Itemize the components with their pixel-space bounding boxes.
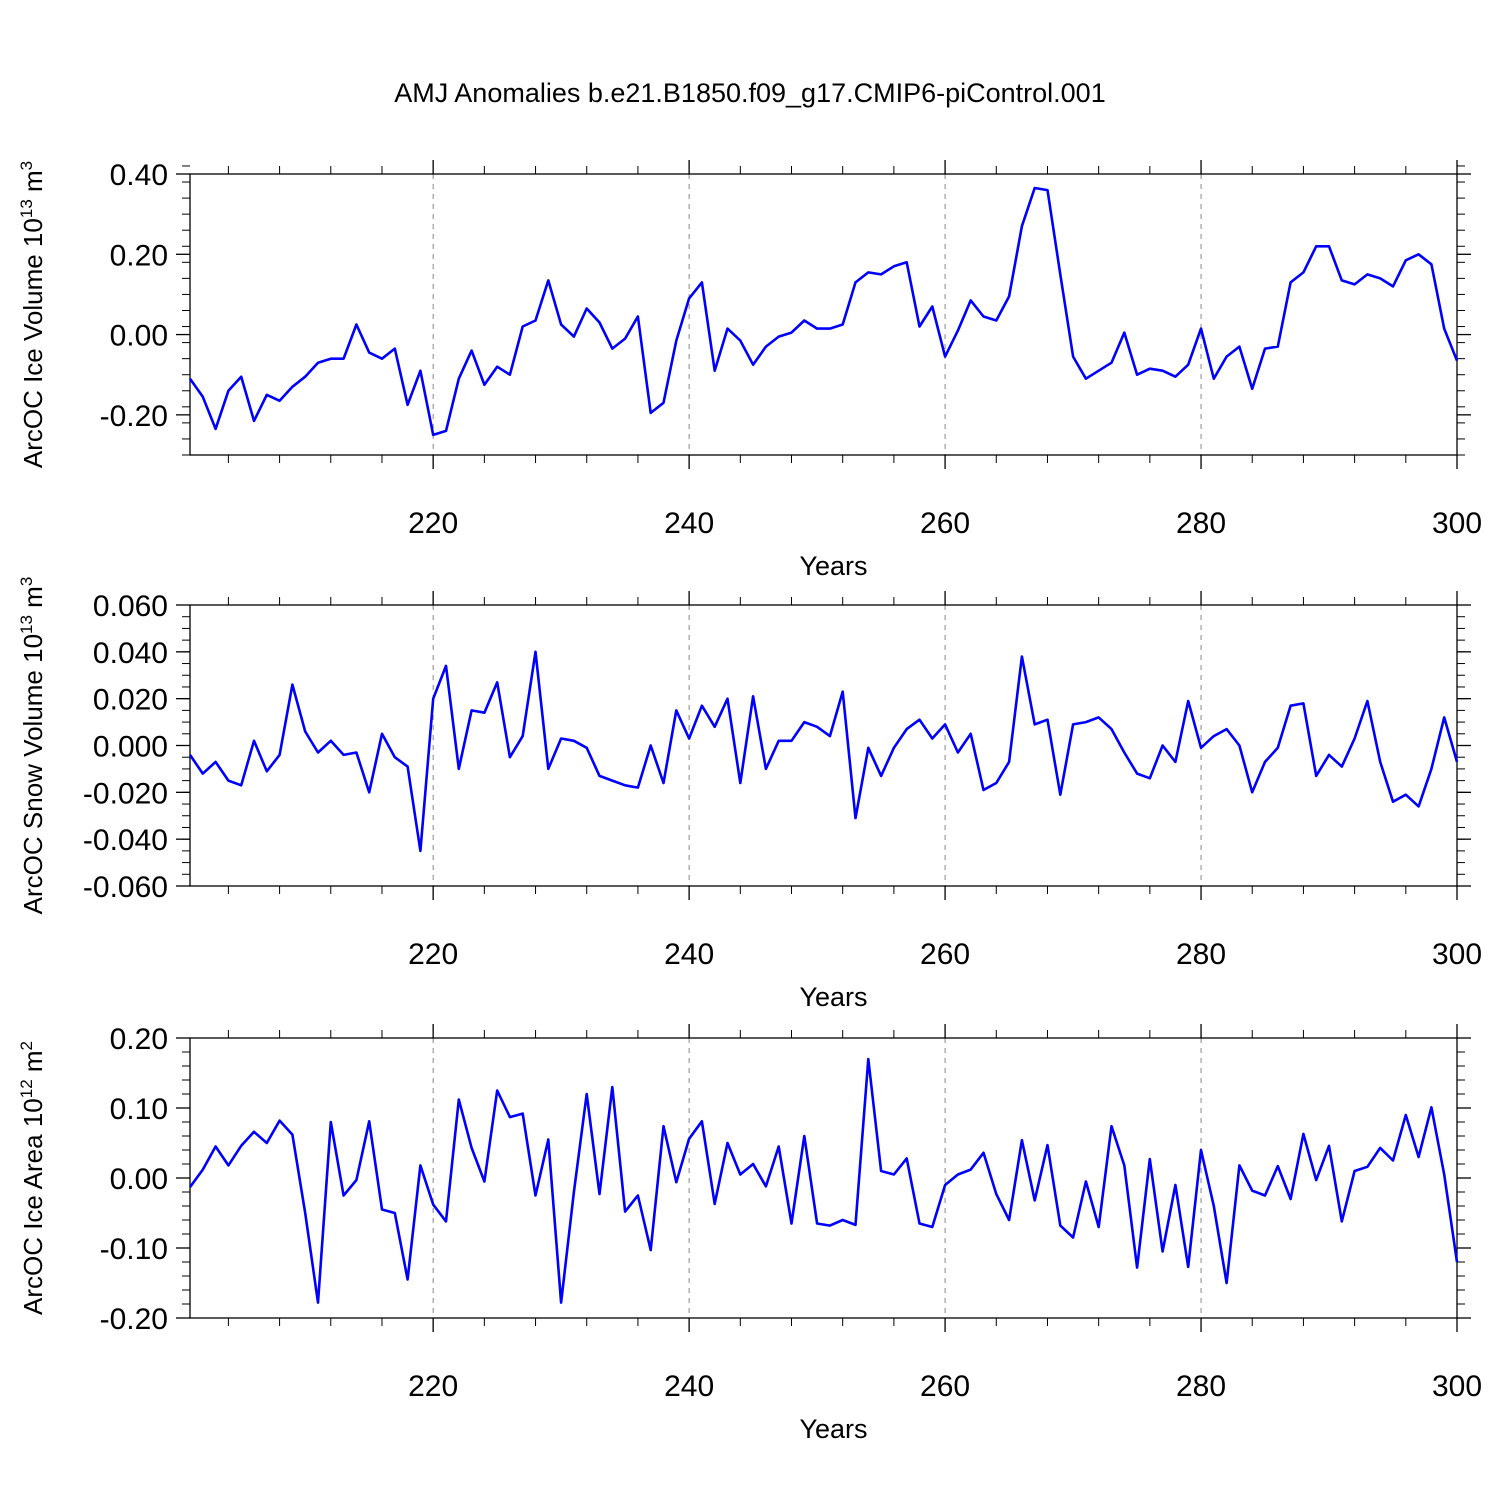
y-tick-label: 0.20 [110, 239, 168, 272]
chart-panel-2: 0.060 0.040 0.020 0.000 -0.020 -0.040 -0.060 22… [17, 577, 1482, 1012]
x-tick-label: 280 [1176, 507, 1226, 540]
plot-frame [189, 1037, 1458, 1319]
y-tick-label: -0.20 [100, 400, 168, 433]
x-tick-label: 300 [1432, 507, 1482, 540]
x-tick-label: 220 [408, 1370, 458, 1403]
x-axis-label: Years [799, 1414, 867, 1444]
y-tick-label: 0.10 [110, 1093, 168, 1126]
y-tick-label: 0.00 [110, 1163, 168, 1196]
x-tick-label: 300 [1432, 938, 1482, 971]
y-axis-label: ArcOC Ice Volume 1013 m3 [17, 161, 48, 468]
x-tick-label: 280 [1176, 938, 1226, 971]
x-tick-label: 300 [1432, 1370, 1482, 1403]
y-tick-label: -0.10 [100, 1233, 168, 1266]
series-line [188, 1057, 1459, 1304]
x-tick-label: 220 [408, 938, 458, 971]
chart-panel-3: 0.20 0.10 0.00 -0.10 -0.20 220 240 260 280 300 Yea… [17, 1023, 1482, 1444]
series-line [188, 650, 1459, 853]
y-tick-label: 0.40 [110, 159, 168, 192]
y-tick-label: -0.040 [83, 824, 168, 857]
x-tick-label: 260 [920, 1370, 970, 1403]
x-tick-label: 240 [664, 938, 714, 971]
y-axis-label: ArcOC Snow Volume 1013 m3 [17, 577, 48, 915]
y-tick-label: 0.000 [93, 731, 168, 764]
x-tick-label: 240 [664, 1370, 714, 1403]
x-axis-label: Years [799, 551, 867, 581]
x-tick-label: 260 [920, 938, 970, 971]
y-tick-label: 0.00 [110, 320, 168, 353]
figure-title: AMJ Anomalies b.e21.B1850.f09_g17.CMIP6-… [394, 78, 1106, 108]
x-tick-label: 240 [664, 507, 714, 540]
x-tick-label: 260 [920, 507, 970, 540]
x-tick-label: 280 [1176, 1370, 1226, 1403]
y-tick-label: 0.20 [110, 1023, 168, 1056]
x-tick-label: 220 [408, 507, 458, 540]
chart-panel-1: 0.40 0.20 0.00 -0.20 220 240 260 280 300 Years Arc… [17, 159, 1482, 581]
y-tick-label: -0.060 [83, 871, 168, 904]
y-tick-label: -0.20 [100, 1303, 168, 1336]
plot-frame [189, 173, 1458, 456]
x-axis-label: Years [799, 982, 867, 1012]
y-tick-label: -0.020 [83, 777, 168, 810]
y-axis-label: ArcOC Ice Area 1012 m2 [17, 1041, 48, 1315]
y-tick-label: 0.040 [93, 637, 168, 670]
y-tick-label: 0.020 [93, 684, 168, 717]
y-tick-label: 0.060 [93, 590, 168, 623]
series-line [188, 186, 1459, 437]
